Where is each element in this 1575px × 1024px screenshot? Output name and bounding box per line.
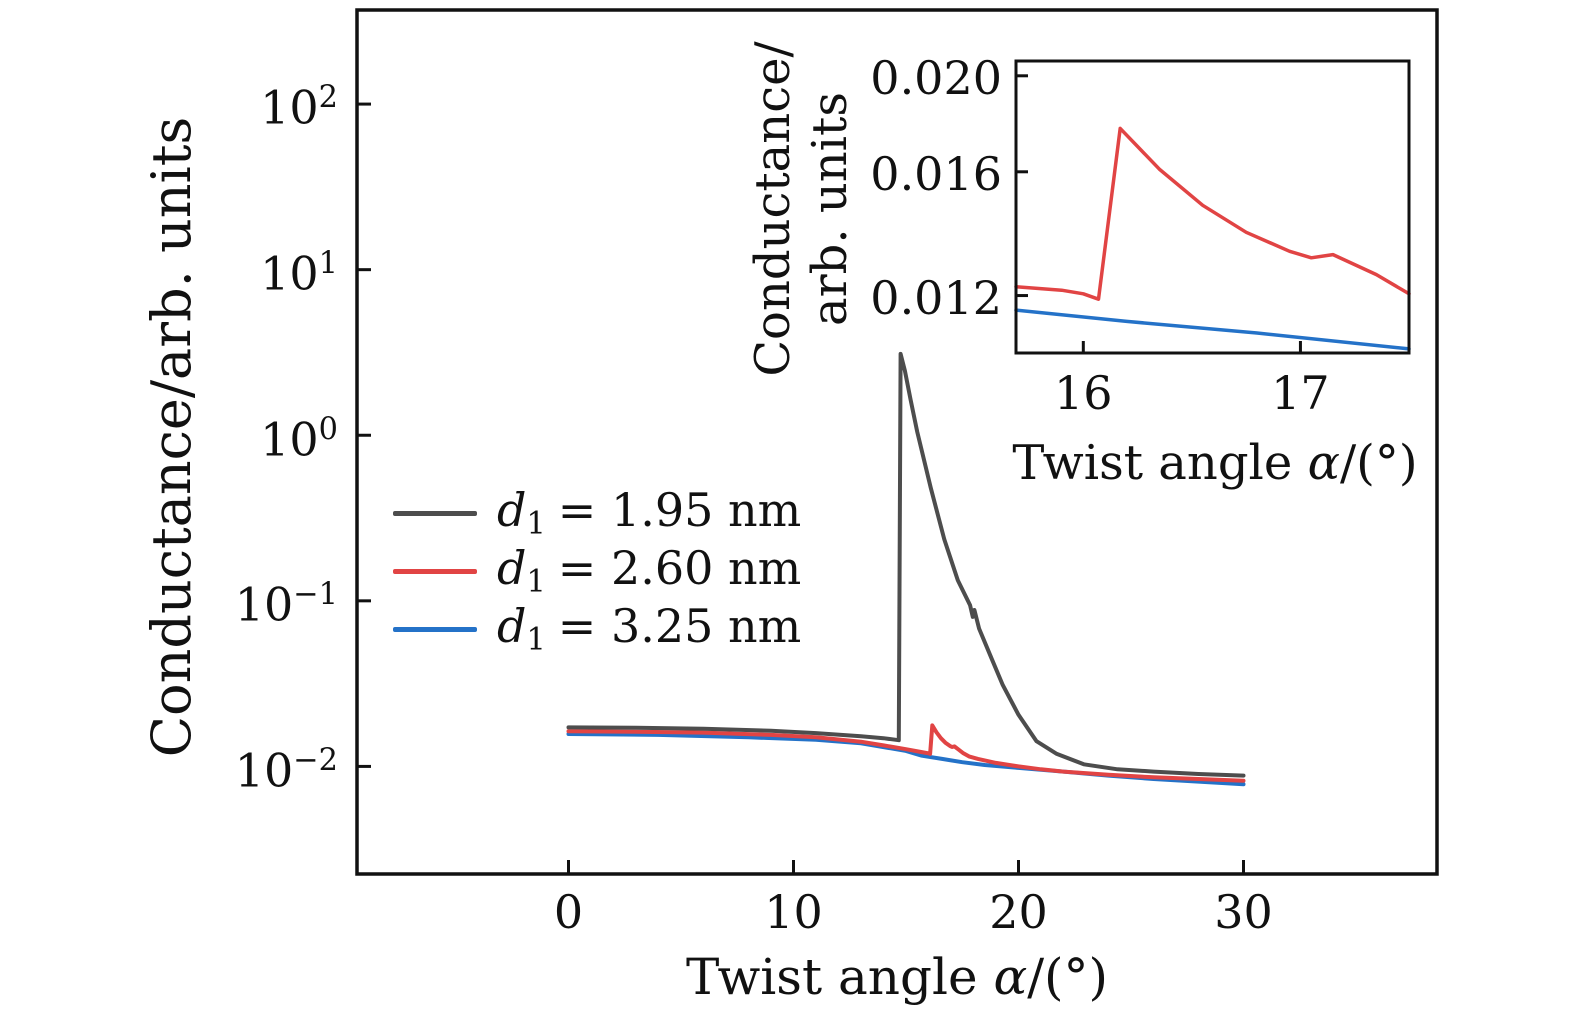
legend-variable: d: [497, 598, 527, 653]
main-x-axis-label-text: Twist angle: [685, 948, 994, 1006]
legend-label: d1 = 2.60 nm: [497, 545, 801, 598]
inset-x-axis-label: Twist angle α/(°): [915, 435, 1515, 491]
inset-y-axis-label: Conductance/ arb. units: [745, 0, 859, 509]
inset-y-tick-label: 0.012: [870, 270, 1002, 325]
legend-value: = 1.95 nm: [557, 482, 802, 537]
main-y-tick-label: 101: [260, 245, 338, 301]
legend-item-d1-1.95nm: d1 = 1.95 nm: [393, 484, 801, 542]
main-axes-frame: [355, 8, 1439, 876]
main-y-tick-label: 100: [260, 411, 338, 466]
legend-label: d1 = 3.25 nm: [497, 603, 801, 656]
inset-x-tick-label: 16: [1054, 366, 1113, 420]
main-y-tick-label: 10−2: [234, 742, 338, 798]
main-y-tick-label: 102: [260, 80, 338, 135]
main-series-line: [566, 723, 1246, 783]
legend-variable: d: [497, 540, 527, 595]
main-x-tick-label: 30: [1214, 885, 1273, 939]
legend-item-d1-2.60nm: d1 = 2.60 nm: [393, 542, 801, 600]
inset-y-tick-label: 0.016: [870, 147, 1002, 202]
legend-subscript: 1: [526, 506, 546, 542]
inset-x-axis-label-variable: α: [1307, 435, 1340, 491]
main-x-axis-label: Twist angle α/(°): [497, 948, 1297, 1006]
legend-line-swatch-gray: [393, 510, 477, 516]
legend: d1 = 1.95 nm d1 = 2.60 nm d1 = 3.25 nm: [393, 484, 801, 658]
legend-line-swatch-blue: [393, 626, 477, 632]
main-x-tick-label: 0: [553, 885, 584, 939]
legend-value: = 3.25 nm: [557, 598, 802, 653]
main-x-axis-label-variable: α: [993, 948, 1028, 1006]
inset-x-axis-label-text: Twist angle: [1012, 435, 1308, 491]
main-series-line: [566, 351, 1246, 778]
inset-y-axis-label-line2: arb. units: [802, 92, 858, 326]
legend-label: d1 = 1.95 nm: [497, 487, 801, 540]
legend-value: = 2.60 nm: [557, 540, 802, 595]
legend-subscript: 1: [526, 564, 546, 600]
inset-x-tick-label: 17: [1271, 366, 1330, 420]
main-x-axis-label-unit: /(°): [1027, 948, 1109, 1006]
legend-variable: d: [497, 482, 527, 537]
inset-series-line: [1014, 126, 1411, 301]
main-y-tick-label: 10−1: [234, 577, 338, 632]
legend-item-d1-3.25nm: d1 = 3.25 nm: [393, 600, 801, 658]
inset-series-line: [1014, 308, 1411, 351]
legend-line-swatch-red: [393, 568, 477, 574]
main-x-tick-label: 20: [989, 885, 1048, 939]
inset-axes-frame: [1014, 59, 1411, 355]
main-y-axis-label: Conductance/arb. units: [140, 116, 203, 758]
inset-x-axis-label-unit: /(°): [1340, 435, 1418, 491]
main-x-tick-label: 10: [764, 885, 823, 939]
legend-subscript: 1: [526, 622, 546, 658]
inset-y-tick-label: 0.020: [870, 51, 1002, 106]
inset-y-axis-label-line1: Conductance/: [745, 41, 801, 377]
